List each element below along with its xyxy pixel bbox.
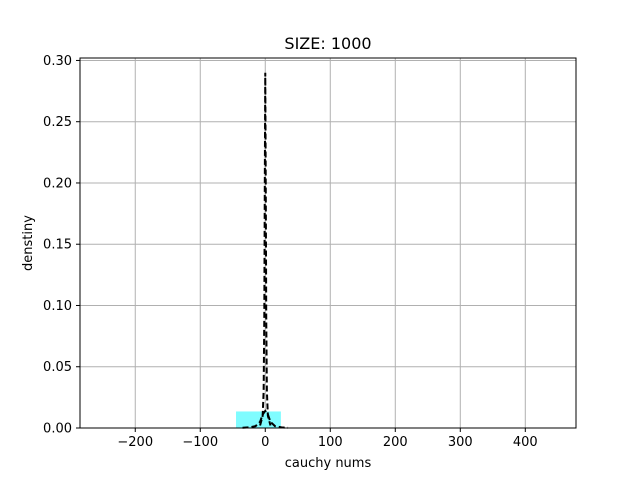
y-tick-label: 0.30 [43, 54, 72, 69]
y-tick-label: 0.05 [43, 360, 72, 375]
x-tick-label: 100 [318, 435, 343, 450]
x-tick-label: −100 [182, 435, 218, 450]
y-tick-label: 0.20 [43, 176, 72, 191]
y-tick-label: 0.10 [43, 299, 72, 314]
x-tick-label: 300 [448, 435, 473, 450]
density-curve [242, 409, 289, 429]
x-tick-label: 200 [383, 435, 408, 450]
y-axis-title: denstiny [21, 215, 36, 271]
x-axis-ticks: −200 −100 0 100 200 300 400 [117, 428, 538, 450]
x-tick-label: 0 [261, 435, 269, 450]
plot-frame [79, 57, 577, 429]
grid [80, 58, 576, 429]
density-curves [242, 72, 289, 429]
y-tick-label: 0.25 [43, 115, 72, 130]
x-tick-label: 400 [513, 435, 538, 450]
y-axis-ticks: 0.00 0.05 0.10 0.15 0.20 0.25 0.30 [43, 54, 80, 437]
x-axis-title: cauchy nums [285, 456, 372, 471]
x-tick-label: −200 [117, 435, 153, 450]
chart-title: SIZE: 1000 [284, 34, 371, 53]
y-tick-label: 0.00 [43, 422, 72, 437]
y-tick-label: 0.15 [43, 238, 72, 253]
density-curve [259, 72, 272, 426]
histogram-bars [236, 411, 557, 429]
